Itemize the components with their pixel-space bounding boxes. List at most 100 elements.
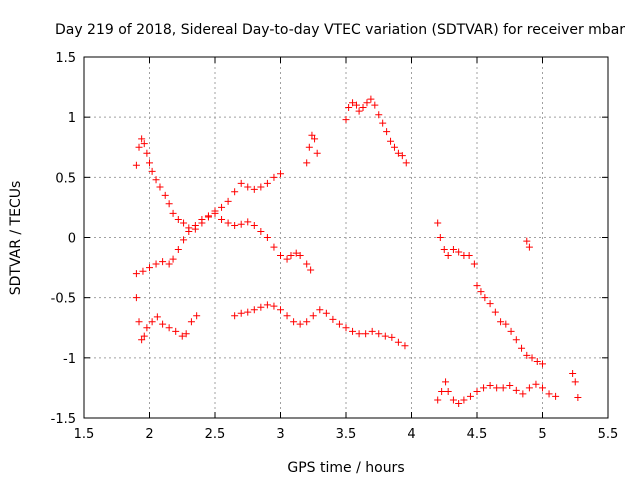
data-point [148,318,156,326]
data-point [152,176,160,184]
data-point [523,237,531,245]
data-point [132,294,140,302]
y-axis-label: SDTVAR / TECUs [8,181,24,296]
data-point [449,246,457,254]
data-point [470,260,478,268]
data-point [375,330,383,338]
data-point [250,185,258,193]
data-point [283,312,291,320]
data-point [193,312,201,320]
data-point [465,252,473,260]
data-point [362,330,370,338]
data-point [383,128,391,136]
data-point [139,267,147,275]
data-point [146,264,153,272]
data-point [191,221,199,229]
data-point [311,135,319,143]
data-point [335,320,343,328]
data-point [442,378,450,386]
data-point [135,318,143,326]
data-point [497,318,505,326]
data-point [172,327,180,335]
data-point [165,324,173,332]
chart-title: Day 219 of 2018, Sidereal Day-to-day VTE… [55,22,625,38]
data-point [156,183,164,191]
data-point [263,179,271,187]
data-point [165,260,173,268]
data-point [342,324,350,332]
y-tick-label: -1.5 [51,412,76,427]
data-point [180,219,188,227]
data-point [316,306,324,314]
data-point [309,312,317,320]
data-point [244,218,252,226]
y-tick-label: 1.5 [55,51,76,66]
data-point [169,209,177,217]
data-point [237,220,245,228]
data-point [244,308,252,316]
data-point [224,197,232,205]
data-point [486,382,494,390]
x-axis-label: GPS time / hours [287,460,404,476]
data-point [308,131,316,139]
x-tick-label: 2.5 [205,427,226,442]
data-point [138,336,146,344]
data-point [292,249,300,257]
data-point [507,327,515,335]
data-point [388,333,396,341]
data-point [296,252,304,260]
data-point [263,301,271,309]
data-point [539,360,546,368]
y-tick-label: 1 [68,111,76,126]
data-point [211,207,219,215]
data-point [438,388,446,396]
data-point [394,338,402,346]
data-point [270,173,278,181]
data-point [231,188,239,196]
data-point [159,258,167,266]
data-point [352,101,360,109]
data-point [178,332,186,340]
data-point [182,330,190,338]
data-point [143,149,151,157]
data-point [132,270,140,278]
data-point [363,99,371,107]
data-point [525,384,533,392]
data-point [371,101,379,109]
x-tick-label: 3 [276,427,284,442]
grid [84,57,608,418]
data-point [528,354,536,362]
data-point [152,260,160,268]
data-point [502,320,510,328]
data-point [434,219,442,227]
x-tick-label: 4.5 [467,427,488,442]
data-point [231,312,239,320]
y-tick-label: -0.5 [51,292,76,307]
data-point [313,149,321,157]
data-point [143,324,151,332]
data-point [368,327,376,335]
data-point [349,327,357,335]
data-point [303,260,311,268]
data-point [381,332,389,340]
data-point [486,300,494,308]
data-point [552,392,560,400]
data-point [146,159,153,167]
data-point [449,396,457,404]
data-point [307,266,315,274]
data-point [290,318,298,326]
data-point [283,255,291,263]
data-point [499,384,507,392]
data-point [263,234,271,241]
data-points [132,95,582,408]
data-point [480,384,488,392]
data-point [506,382,514,390]
data-point [305,143,313,151]
data-point [394,149,402,157]
data-point [401,342,409,350]
data-point [518,344,526,352]
data-point [493,384,501,392]
data-point [204,212,212,220]
data-point [270,302,278,310]
